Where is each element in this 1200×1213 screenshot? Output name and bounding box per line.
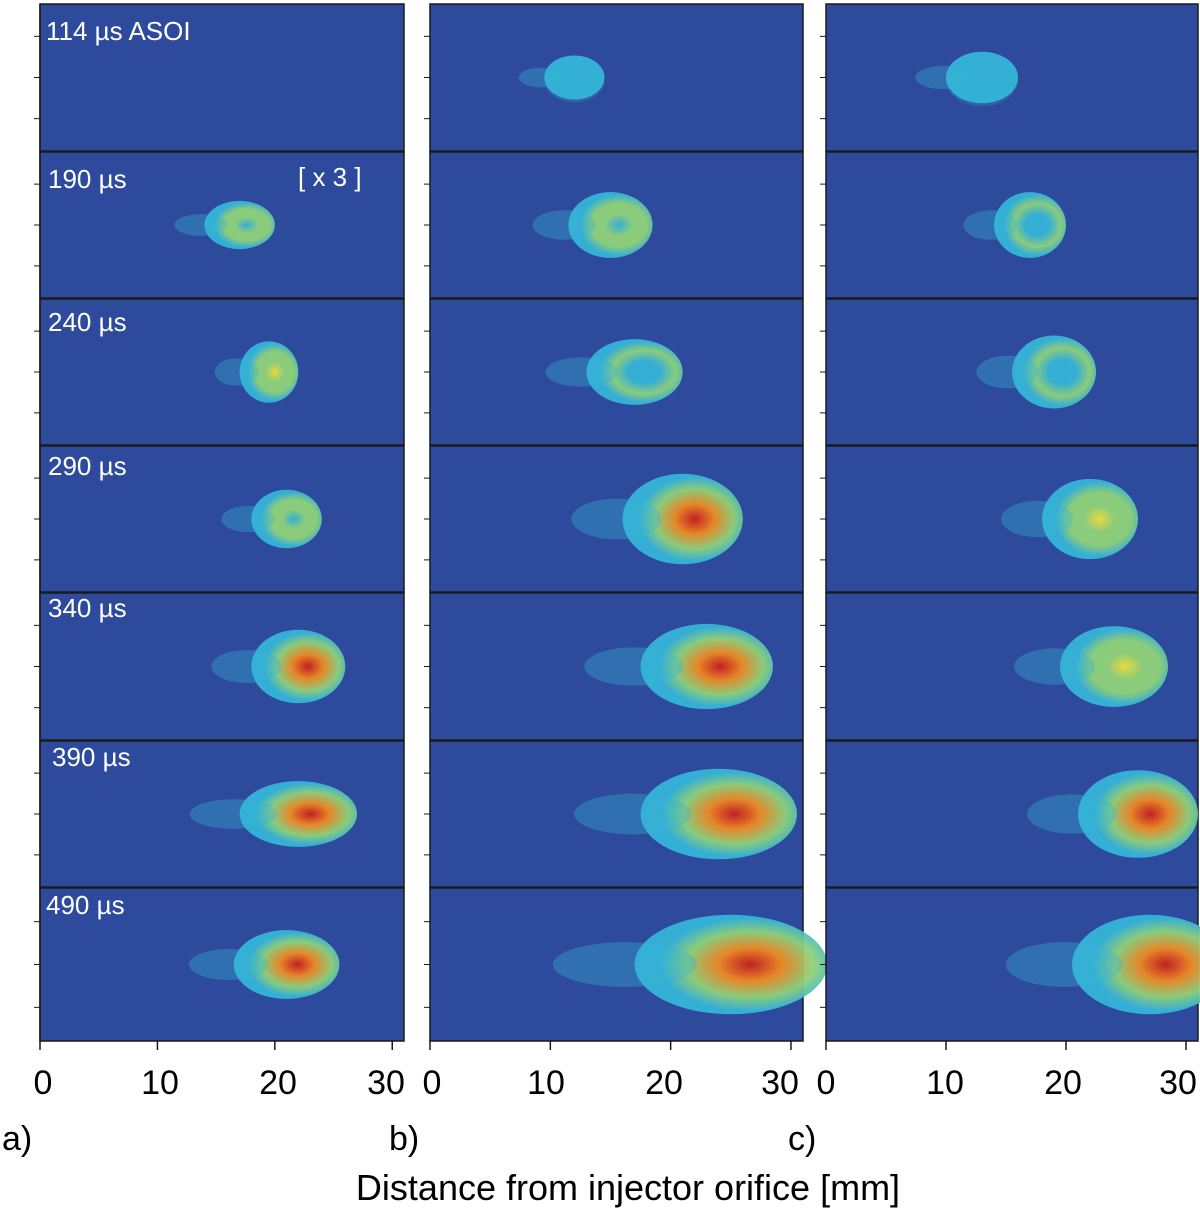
plume-b-6 — [634, 914, 828, 1015]
tick-b-20: 20 — [645, 1064, 683, 1102]
plume-tail-c-2 — [976, 355, 1040, 389]
plume-b-4 — [640, 623, 773, 710]
plume-c-3 — [1042, 478, 1138, 560]
frame-time-2: 240 µs — [48, 307, 127, 337]
plume-tail-c-5 — [1027, 794, 1117, 834]
frame-a-6 — [34, 887, 405, 1042]
tick-c-20: 20 — [1044, 1064, 1082, 1102]
plume-tail-c-1 — [963, 210, 1018, 240]
plume-a-3 — [251, 489, 322, 549]
plume-tail-b-4 — [584, 647, 684, 686]
plume-tail-b-2 — [545, 357, 618, 387]
frame-bg-a-0 — [39, 3, 405, 152]
plume-c-2 — [1012, 335, 1096, 409]
frame-time-0: 114 µs ASOI — [46, 16, 191, 46]
tick-a-0: 0 — [34, 1064, 53, 1102]
plume-tail-a-4 — [211, 649, 282, 684]
plume-b-0 — [544, 55, 605, 100]
plume-tail-a-5 — [189, 799, 278, 829]
plume-b-3 — [622, 473, 743, 565]
plume-tail-b-3 — [571, 498, 662, 540]
plume-tail-a-6 — [188, 949, 269, 980]
frame-b-4 — [424, 592, 804, 741]
plume-c-6 — [1072, 914, 1200, 1015]
frame-c-0 — [820, 3, 1199, 152]
tick-a-20: 20 — [259, 1064, 297, 1102]
plume-b-5 — [640, 768, 797, 860]
plume-tail-a-2 — [214, 358, 259, 386]
plume-c-0 — [946, 51, 1018, 104]
scale-note: [ x 3 ] — [298, 162, 362, 192]
tick-c-30: 30 — [1159, 1064, 1197, 1102]
plume-tail-a-1 — [174, 214, 228, 236]
tick-a-30: 30 — [367, 1064, 405, 1102]
plume-b-1 — [568, 192, 653, 258]
plume-a-5 — [239, 781, 358, 847]
panel-letter-b: b) — [389, 1120, 419, 1158]
panels-layer — [34, 3, 1200, 1050]
plume-a-1 — [204, 200, 275, 250]
frame-bg-a-3 — [39, 445, 405, 593]
frame-time-1: 190 µs — [48, 164, 127, 194]
tick-a-10: 10 — [141, 1064, 179, 1102]
frame-a-5 — [34, 740, 405, 888]
frame-time-4: 340 µs — [48, 593, 127, 623]
frame-time-3: 290 µs — [48, 451, 127, 481]
plume-c-5 — [1078, 770, 1198, 858]
plume-tail-b-1 — [532, 210, 596, 240]
plume-a-6 — [233, 930, 340, 999]
frame-a-2 — [34, 298, 405, 446]
frame-bg-c-6 — [825, 887, 1199, 1042]
panel-a — [34, 3, 405, 1050]
frame-c-2 — [820, 298, 1199, 446]
plume-tail-c-3 — [1001, 500, 1074, 538]
plume-tail-c-6 — [1005, 942, 1123, 987]
frame-b-6 — [424, 887, 828, 1042]
panel-c — [820, 3, 1200, 1050]
frame-b-1 — [424, 151, 804, 299]
plume-tail-b-0 — [518, 67, 564, 88]
plume-a-4 — [251, 629, 346, 704]
frame-c-4 — [820, 592, 1199, 741]
tick-c-10: 10 — [926, 1064, 964, 1102]
frame-a-1 — [34, 151, 405, 299]
frame-c-6 — [820, 887, 1200, 1042]
tick-b-30: 30 — [761, 1064, 799, 1102]
frame-a-4 — [34, 592, 405, 741]
panel-b — [424, 3, 828, 1050]
plume-b-2 — [586, 339, 683, 405]
panel-letter-c: c) — [788, 1120, 816, 1158]
plume-c-1 — [994, 192, 1066, 258]
tick-b-0: 0 — [423, 1064, 442, 1102]
frame-time-5: 390 µs — [52, 742, 131, 772]
plume-c-4 — [1060, 626, 1168, 707]
x-axis-title: Distance from injector orifice [mm] — [356, 1167, 900, 1208]
frame-b-5 — [424, 740, 804, 888]
panel-letter-a: a) — [2, 1120, 32, 1158]
frame-bg-a-2 — [39, 298, 405, 446]
plume-tail-a-3 — [221, 505, 275, 533]
plume-tail-c-4 — [1014, 648, 1096, 685]
frame-bg-a-6 — [39, 887, 405, 1042]
frame-b-2 — [424, 298, 804, 446]
plume-b-early — [544, 58, 605, 103]
plume-tail-b-6 — [552, 942, 698, 987]
frame-c-3 — [820, 445, 1199, 593]
tick-b-10: 10 — [527, 1064, 565, 1102]
frame-bg-b-0 — [429, 3, 804, 152]
frame-b-3 — [424, 445, 804, 593]
plume-tail-c-0 — [915, 65, 970, 90]
plume-c-early — [946, 54, 1018, 107]
frame-b-0 — [424, 3, 804, 152]
frame-c-1 — [820, 151, 1199, 299]
plume-tail-b-5 — [574, 793, 692, 835]
tick-c-0: 0 — [817, 1064, 836, 1102]
plume-a-2 — [239, 341, 299, 403]
frame-a-0 — [34, 3, 405, 152]
frame-a-3 — [34, 445, 405, 593]
frame-time-6: 490 µs — [46, 890, 125, 920]
frame-c-5 — [820, 740, 1199, 888]
